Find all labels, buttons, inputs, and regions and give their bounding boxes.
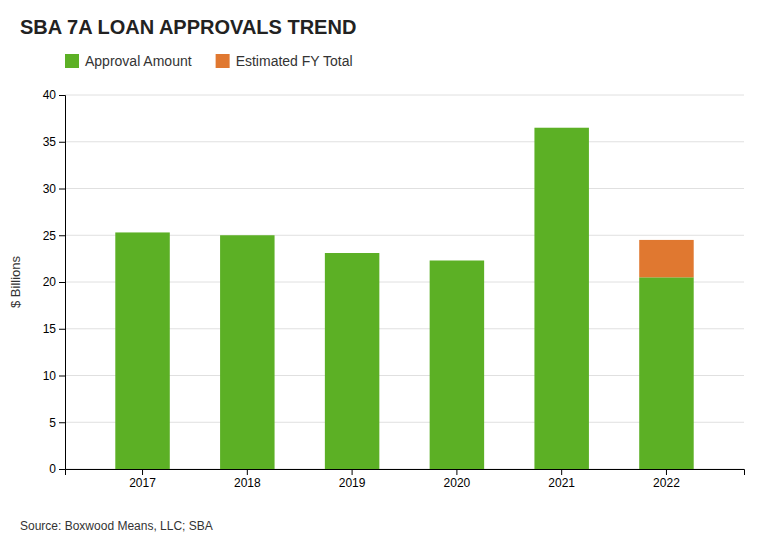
axis-domain (59, 96, 66, 470)
tick-label: 25 (43, 229, 57, 243)
tick: 2021 (548, 469, 575, 490)
chart: SBA 7A LOAN APPROVALS TREND2017201820192… (0, 0, 769, 544)
tick: 2022 (653, 469, 680, 490)
bar (325, 253, 379, 469)
tick-mark (59, 282, 65, 283)
tick: 20 (43, 275, 65, 289)
tick-mark (666, 469, 667, 475)
tick: 5 (49, 416, 65, 430)
tick-mark (59, 376, 65, 377)
tick-label: 20 (43, 275, 57, 289)
series (639, 240, 693, 277)
tick-label: 40 (43, 88, 57, 102)
legend-swatch (216, 54, 230, 68)
tick-label: 10 (43, 369, 57, 383)
tick: 0 (49, 462, 65, 476)
bar (115, 232, 169, 233)
tick: 30 (43, 182, 65, 196)
tick: 2018 (234, 469, 261, 490)
bar (325, 253, 379, 254)
legend-item: Estimated FY Total (216, 53, 353, 69)
bar (430, 260, 484, 261)
series (115, 128, 693, 469)
bar (220, 235, 274, 236)
tick: 15 (43, 322, 65, 336)
tick-label: 15 (43, 322, 57, 336)
tick: 2020 (444, 469, 471, 490)
bar (220, 235, 274, 469)
legend-label: Approval Amount (85, 53, 192, 69)
tick-label: 2018 (234, 476, 261, 490)
legend-label: Estimated FY Total (236, 53, 353, 69)
tick-label: 2017 (129, 476, 156, 490)
tick-mark (142, 469, 143, 475)
tick-mark (59, 235, 65, 236)
x-axis: 2017 2018 2019 2020 2021 2022 (66, 469, 745, 490)
tick-label: 0 (49, 462, 56, 476)
tick-mark (247, 469, 248, 475)
title: SBA 7A LOAN APPROVALS TREND (20, 16, 356, 38)
bar (534, 127, 588, 128)
grid-line (65, 141, 744, 142)
tick: 40 (43, 88, 65, 102)
tick: 35 (43, 135, 65, 149)
tick-label: 2022 (653, 476, 680, 490)
grid-line (65, 188, 744, 189)
tick-label: 5 (49, 416, 56, 430)
tick-label: 2021 (548, 476, 575, 490)
bar (534, 128, 588, 469)
tick: 10 (43, 369, 65, 383)
grid-line (65, 95, 744, 96)
grid (65, 95, 744, 469)
tick: 25 (43, 229, 65, 243)
tick-mark (456, 469, 457, 475)
tick-mark (59, 422, 65, 423)
tick-mark (352, 469, 353, 475)
tick-label: 35 (43, 135, 57, 149)
bars (115, 128, 693, 469)
bar (430, 260, 484, 469)
plot: 2017 2018 2019 2020 2021 2022 0 5 10 15 20 25 30 35 40… (8, 88, 745, 489)
bar (115, 232, 169, 469)
legend-item: Approval Amount (65, 53, 192, 69)
tick-mark (59, 469, 65, 470)
tick-label: 30 (43, 182, 57, 196)
bar (639, 277, 693, 469)
tick-label: 2019 (339, 476, 366, 490)
tick: 2017 (129, 469, 156, 490)
tick-mark (59, 142, 65, 143)
tick-mark (59, 189, 65, 190)
tick-label: 2020 (444, 476, 471, 490)
bar (639, 240, 693, 277)
annotation: Source: Boxwood Means, LLC; SBA (20, 519, 213, 533)
tick-mark (59, 95, 65, 96)
legend-swatch (65, 54, 79, 68)
tick: 2019 (339, 469, 366, 490)
y-axis: 0 5 10 15 20 25 30 35 40 (43, 88, 66, 476)
axis-label: $ Billions (8, 255, 23, 308)
tick-mark (561, 469, 562, 475)
axis-domain (66, 470, 745, 476)
tick-mark (59, 329, 65, 330)
legend: Approval Amount Estimated FY Total (65, 53, 353, 69)
